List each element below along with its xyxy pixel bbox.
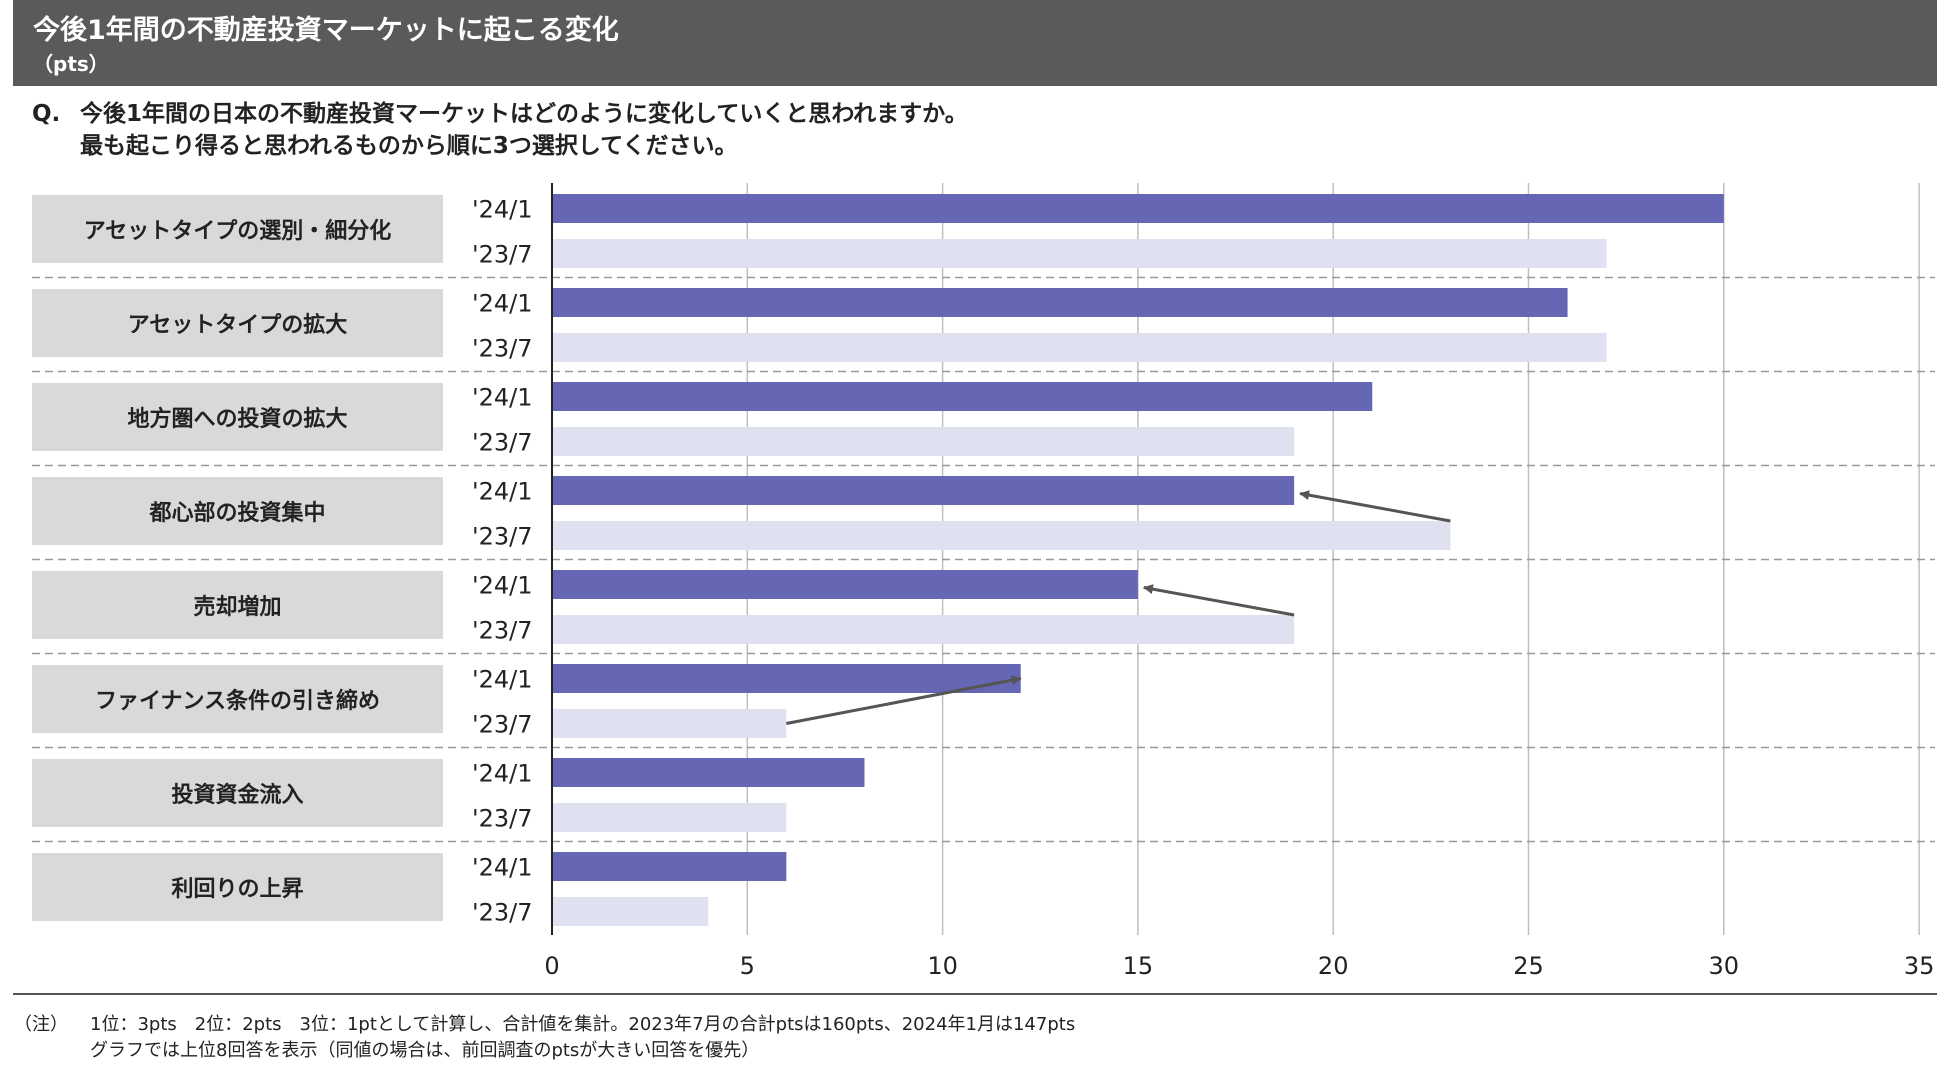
chart-title: 今後1年間の不動産投資マーケットに起こる変化	[33, 15, 619, 46]
series-label: '24/1	[472, 384, 533, 412]
x-tick-label: 35	[1904, 952, 1935, 980]
series-label: '24/1	[472, 572, 533, 600]
bar-2401	[552, 664, 1021, 693]
bar-2401	[552, 194, 1724, 223]
category-label: 売却増加	[32, 571, 443, 639]
series-label: '23/7	[472, 429, 533, 457]
bar-2401	[552, 382, 1373, 411]
series-label: '23/7	[472, 711, 533, 739]
bar-2401	[552, 852, 787, 881]
series-label: '23/7	[472, 899, 533, 927]
category-label: ファイナンス条件の引き締め	[32, 665, 443, 733]
notes-prefix: （注）	[14, 1014, 68, 1035]
series-label: '23/7	[472, 335, 533, 363]
series-label: '24/1	[472, 760, 533, 788]
question-line-1: 今後1年間の日本の不動産投資マーケットはどのように変化していくと思われますか。	[80, 101, 968, 127]
category-label: 地方圏への投資の拡大	[32, 383, 443, 451]
change-arrow	[1299, 490, 1451, 523]
category-label: 都心部の投資集中	[32, 477, 443, 545]
x-tick-label: 5	[740, 952, 755, 980]
x-tick-label: 10	[927, 952, 958, 980]
category-label: 投資資金流入	[32, 759, 443, 827]
bar-2307	[552, 239, 1607, 268]
series-label: '24/1	[472, 666, 533, 694]
bar-2307	[552, 521, 1451, 550]
unit-label: （pts）	[33, 52, 109, 76]
category-label: アセットタイプの選別・細分化	[32, 195, 443, 263]
x-tick-label: 15	[1123, 952, 1154, 980]
bar-2307	[552, 333, 1607, 362]
x-tick-label: 20	[1318, 952, 1349, 980]
bar-2401	[552, 758, 865, 787]
bar-2307	[552, 709, 787, 738]
x-tick-label: 25	[1513, 952, 1544, 980]
series-label: '23/7	[472, 523, 533, 551]
series-label: '23/7	[472, 617, 533, 645]
header-bar: 今後1年間の不動産投資マーケットに起こる変化 （pts）	[13, 0, 1937, 86]
series-label: '23/7	[472, 241, 533, 269]
question-line-2: 最も起こり得ると思われるものから順に3つ選択してください。	[80, 133, 738, 159]
bar-2401	[552, 476, 1295, 505]
series-label: '24/1	[472, 478, 533, 506]
series-label: '24/1	[472, 196, 533, 224]
bar-2307	[552, 615, 1295, 644]
series-label: '24/1	[472, 290, 533, 318]
bar-2307	[552, 803, 787, 832]
notes-line-2: グラフでは上位8回答を表示（同値の場合は、前回調査のptsが大きい回答を優先）	[90, 1040, 760, 1061]
change-arrow	[786, 675, 1022, 725]
bar-2401	[552, 288, 1568, 317]
category-label: 利回りの上昇	[32, 853, 443, 921]
series-label: '24/1	[472, 854, 533, 882]
notes-line-1: 1位：3pts 2位：2pts 3位：1ptとして計算し、合計値を集計。2023…	[90, 1014, 1076, 1035]
x-tick-label: 0	[544, 952, 559, 980]
bar-2307	[552, 427, 1295, 456]
bar-2401	[552, 570, 1138, 599]
series-label: '23/7	[472, 805, 533, 833]
x-tick-label: 30	[1709, 952, 1740, 980]
question-prefix: Q.	[32, 101, 61, 127]
bar-2307	[552, 897, 709, 926]
category-label: アセットタイプの拡大	[32, 289, 443, 357]
change-arrow	[1142, 584, 1295, 617]
